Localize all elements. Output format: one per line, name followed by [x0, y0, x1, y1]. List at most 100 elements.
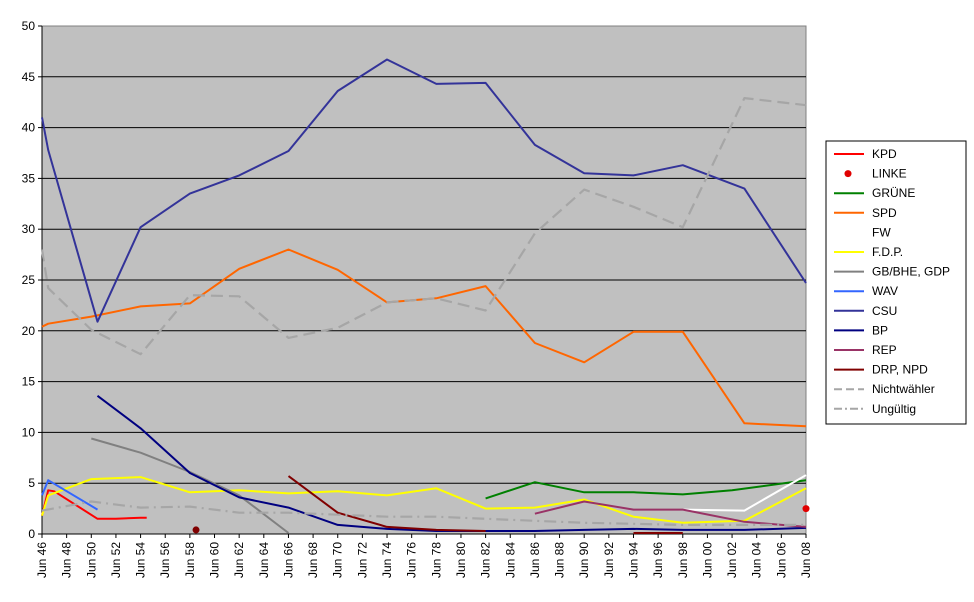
- series-line: [485, 479, 807, 500]
- series-line: [41, 58, 807, 323]
- x-axis: Jun 46 Jun 48 Jun 50 Jun 52 Jun 54 Jun 56 Jun …: [35, 533, 813, 578]
- x-tick-label: Jun 50: [84, 542, 98, 578]
- legend-label: FW: [872, 225, 891, 239]
- series-wav: [41, 479, 99, 511]
- x-tick-label: Jun 60: [208, 542, 222, 578]
- x-tick-label: Jun 70: [331, 542, 345, 578]
- y-tick-label: 45: [22, 70, 36, 84]
- x-tick-label: Jun 98: [676, 542, 690, 578]
- legend-label: KPD: [872, 147, 897, 161]
- x-tick-label: Jun 00: [700, 542, 714, 578]
- legend-box: [825, 140, 967, 425]
- data-point: [192, 526, 200, 534]
- x-tick-label: Jun 08: [799, 542, 813, 578]
- series-bp: [96, 395, 807, 532]
- legend-item-wav: WAV: [834, 284, 898, 298]
- series-drp-npd: [192, 475, 683, 534]
- y-tick-label: 5: [28, 476, 35, 490]
- x-tick-label: Jun 56: [158, 542, 172, 578]
- legend-item-kpd: KPD: [834, 147, 897, 161]
- legend-label: DRP, NPD: [872, 363, 928, 377]
- y-tick-label: 35: [22, 171, 36, 185]
- x-tick-label: Jun 84: [503, 542, 517, 578]
- y-tick-label: 15: [22, 375, 36, 389]
- x-tick-label: Jun 46: [35, 542, 49, 578]
- x-tick-label: Jun 92: [602, 542, 616, 578]
- legend-label: Ungültig: [872, 402, 916, 416]
- legend-marker: [844, 170, 852, 178]
- legend-item-spd: SPD: [834, 206, 897, 220]
- x-tick-label: Jun 78: [429, 542, 443, 578]
- series-line: [41, 479, 99, 511]
- y-tick-label: 25: [22, 273, 36, 287]
- legend-label: GB/BHE, GDP: [872, 265, 950, 279]
- x-tick-label: Jun 66: [281, 542, 295, 578]
- legend-label: REP: [872, 343, 897, 357]
- series-layer: [40, 58, 810, 534]
- series-line: [41, 476, 807, 524]
- x-tick-label: Jun 72: [355, 542, 369, 578]
- series-line: [287, 475, 486, 532]
- y-tick-label: 30: [22, 222, 36, 236]
- x-tick-label: Jun 64: [257, 542, 271, 578]
- legend-item-ungültig: Ungültig: [834, 402, 916, 416]
- data-point: [802, 505, 810, 513]
- legend-label: Nichtwähler: [872, 382, 935, 396]
- legend-item-bp: BP: [834, 323, 888, 337]
- x-tick-label: Jun 06: [774, 542, 788, 578]
- x-tick-label: Jun 74: [380, 542, 394, 578]
- legend-item-linke: LINKE: [844, 167, 907, 181]
- x-tick-label: Jun 04: [750, 542, 764, 578]
- legend-item-csu: CSU: [834, 304, 897, 318]
- series-nichtwähler: [40, 96, 807, 356]
- x-tick-label: Jun 82: [479, 542, 493, 578]
- y-tick-label: 10: [22, 425, 36, 439]
- legend-item-grüne: GRÜNE: [834, 186, 915, 200]
- y-tick-label: 50: [22, 19, 36, 33]
- x-tick-label: Jun 48: [60, 542, 74, 578]
- series-linke: [802, 505, 810, 513]
- legend-item-drp-npd: DRP, NPD: [834, 363, 928, 377]
- x-tick-label: Jun 88: [553, 542, 567, 578]
- series-line: [96, 395, 807, 532]
- series-line: [682, 474, 807, 512]
- legend-item-rep: REP: [834, 343, 897, 357]
- legend-label: LINKE: [872, 167, 907, 181]
- series-line: [534, 500, 807, 528]
- legend-label: SPD: [872, 206, 897, 220]
- x-tick-label: Jun 96: [651, 542, 665, 578]
- legend-item-nichtwähler: Nichtwähler: [834, 382, 935, 396]
- series-rep: [534, 500, 807, 528]
- x-tick-label: Jun 02: [725, 542, 739, 578]
- series-grüne: [485, 479, 807, 500]
- legend-label: WAV: [872, 284, 898, 298]
- x-tick-label: Jun 54: [134, 542, 148, 578]
- x-tick-label: Jun 86: [528, 542, 542, 578]
- y-axis: 0 5 10 15 20 25 30 35 40 45 50: [22, 19, 43, 541]
- x-tick-label: Jun 90: [577, 542, 591, 578]
- x-tick-label: Jun 58: [183, 542, 197, 578]
- series-line: [40, 96, 807, 356]
- series-kpd: [41, 489, 147, 520]
- legend-label: F.D.P.: [872, 245, 903, 259]
- series-f-d-p: [41, 476, 807, 524]
- x-tick-label: Jun 68: [306, 542, 320, 578]
- x-tick-label: Jun 52: [109, 542, 123, 578]
- series-fw: [682, 474, 807, 512]
- legend-label: BP: [872, 323, 888, 337]
- x-tick-label: Jun 80: [454, 542, 468, 578]
- x-tick-label: Jun 76: [405, 542, 419, 578]
- legend-item-f-d-p: F.D.P.: [834, 245, 903, 259]
- series-line: [41, 500, 806, 527]
- series-line: [41, 489, 147, 520]
- y-tick-label: 20: [22, 324, 36, 338]
- y-tick-label: 0: [28, 527, 35, 541]
- legend-item-fw: FW: [834, 225, 891, 239]
- series-ungültig: [41, 500, 806, 527]
- x-tick-label: Jun 62: [232, 542, 246, 578]
- series-csu: [41, 58, 807, 323]
- legend-label: GRÜNE: [872, 186, 915, 200]
- legend: KPD LINKE GRÜNE SPD FW F.D.P. GB/BHE, GDP WAV CS…: [825, 140, 967, 425]
- y-tick-label: 40: [22, 121, 36, 135]
